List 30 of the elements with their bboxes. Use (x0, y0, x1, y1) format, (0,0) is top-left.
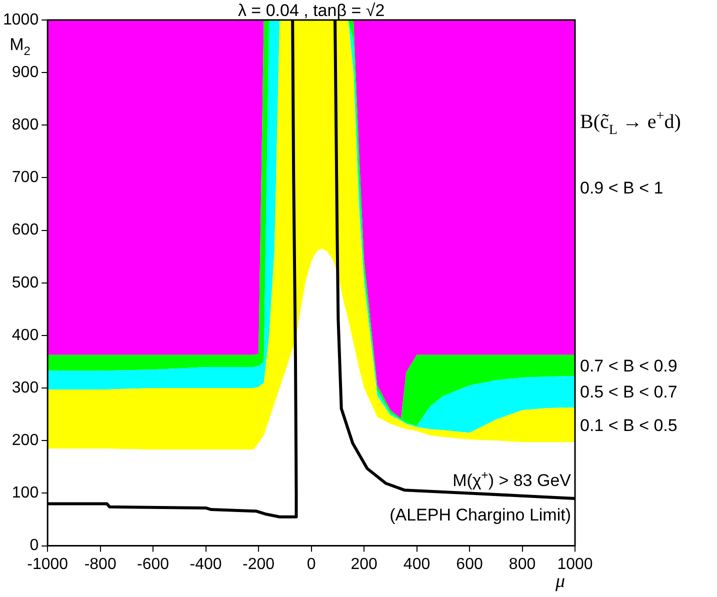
x-tick-label: 200 (350, 556, 378, 573)
y-tick-label: 0 (30, 537, 39, 554)
series-label: 0.5 < B < 0.7 (580, 382, 678, 402)
x-tick-label: 600 (456, 556, 483, 573)
x-tick-label: 1000 (557, 556, 593, 573)
x-tick-label: -1000 (27, 556, 68, 573)
series-label: 0.7 < B < 0.9 (580, 356, 678, 376)
y-tick-label: 600 (12, 222, 39, 239)
x-tick-label: -600 (137, 556, 170, 573)
x-tick-label: 0 (306, 556, 316, 573)
x-tick-label: -400 (190, 556, 222, 573)
x-axis-title: μ (554, 571, 566, 592)
y-tick-label: 400 (12, 326, 39, 344)
x-tick-label: 400 (403, 556, 430, 573)
annotation: (ALEPH Chargino Limit) (390, 506, 572, 525)
annotation: M(χ+) > 83 GeV (452, 468, 572, 490)
y-tick-label: 900 (12, 64, 39, 81)
y-tick-label: 700 (12, 169, 39, 186)
y-tick-label: 500 (12, 274, 39, 292)
y-tick-label: 100 (12, 484, 39, 502)
x-tick-label: 800 (508, 556, 536, 573)
x-tick-label: -800 (84, 556, 116, 573)
y-tick-label: 300 (12, 379, 39, 396)
chart-title: λ = 0.04 , tanβ = √2 (238, 1, 385, 20)
x-tick-label: -200 (242, 556, 275, 573)
series-label: 0.9 < B < 1 (580, 178, 664, 198)
y-tick-label: 1000 (3, 11, 39, 28)
y-tick-label: 800 (12, 116, 39, 134)
series-label: 0.1 < B < 0.5 (580, 416, 678, 435)
y-tick-label: 200 (12, 432, 39, 450)
